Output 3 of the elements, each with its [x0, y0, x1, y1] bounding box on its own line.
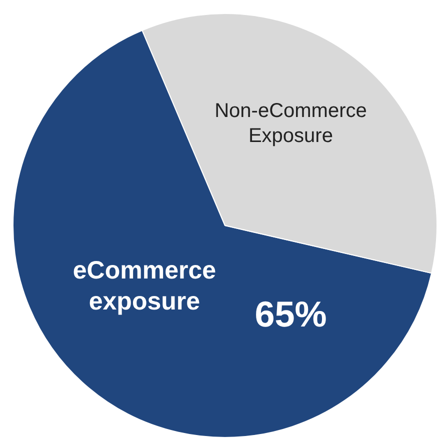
- slice-label: eCommerce exposure: [72, 256, 216, 316]
- slice-label: Non-eCommerce Exposure: [214, 100, 367, 147]
- data-label: 65%: [254, 294, 327, 335]
